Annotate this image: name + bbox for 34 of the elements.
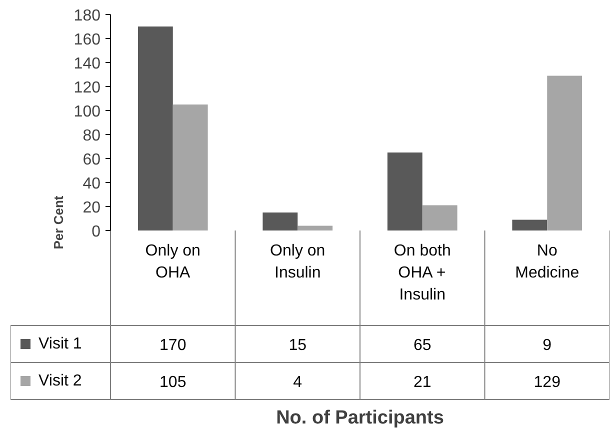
data-label: 21 <box>413 374 432 391</box>
y-tick-label: 60 <box>82 152 101 168</box>
bar <box>512 220 548 230</box>
bar <box>262 212 298 230</box>
x-tick-label: Only on OHA <box>145 242 200 282</box>
bar <box>387 152 422 230</box>
data-label: 15 <box>288 337 307 354</box>
legend-label: Visit 1 <box>38 336 82 352</box>
data-label: 129 <box>534 374 561 391</box>
y-tick-label: 180 <box>74 8 101 24</box>
bar <box>422 205 458 230</box>
legend-label: Visit 2 <box>38 372 82 390</box>
y-tick-label: 40 <box>82 176 101 192</box>
data-label: 65 <box>413 337 432 354</box>
x-tick-label: No Medicine <box>515 242 580 282</box>
y-axis-title: Per Cent <box>50 195 66 250</box>
bar <box>547 76 582 230</box>
y-tick-label: 20 <box>82 200 101 216</box>
text: No. of Participants <box>276 408 444 428</box>
data-label: 9 <box>542 337 552 354</box>
y-tick-label: 140 <box>74 56 101 72</box>
data-label: 105 <box>160 374 186 391</box>
data-label: 4 <box>293 374 302 391</box>
x-tick-label: On both OHA + Insulin <box>394 242 451 304</box>
y-tick-label: 100 <box>74 104 101 120</box>
bar <box>298 226 333 230</box>
y-tick-label: 0 <box>92 224 101 240</box>
data-label: 170 <box>160 337 186 354</box>
bar <box>138 26 173 230</box>
y-tick-label: 80 <box>82 128 101 144</box>
x-tick-label: Only on Insulin <box>270 242 326 282</box>
y-tick-label: 120 <box>74 80 101 96</box>
bar <box>172 104 208 230</box>
y-tick-label: 160 <box>74 32 101 48</box>
